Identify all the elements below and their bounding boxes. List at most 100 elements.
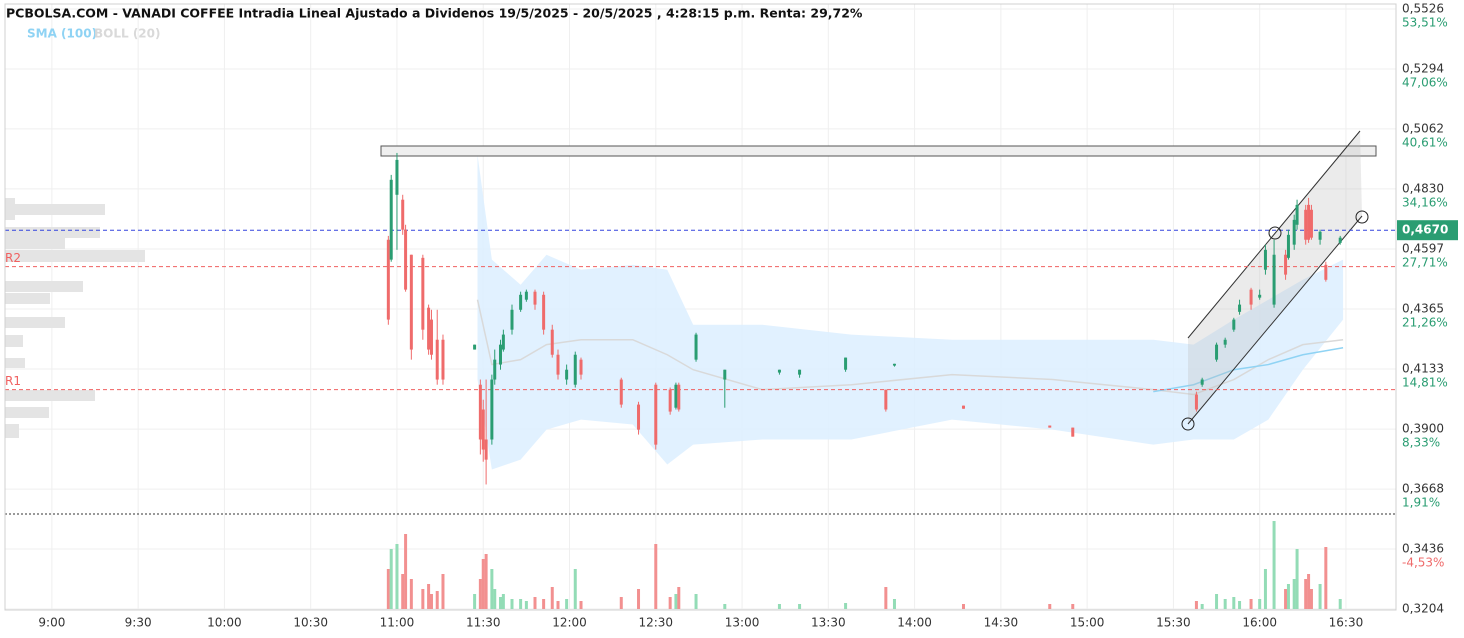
candle-body xyxy=(435,339,439,380)
volume-bar xyxy=(429,594,433,609)
y-tick-label: 0,5294 xyxy=(1402,61,1444,75)
volume-bar xyxy=(498,597,502,609)
volume-bar xyxy=(637,589,641,609)
level-label: R1 xyxy=(5,374,21,388)
x-tick-label: 9:00 xyxy=(38,616,65,630)
volume-bar xyxy=(1232,597,1236,609)
y-tick-label: 0,4597 xyxy=(1402,242,1444,256)
volume-bar xyxy=(533,597,537,609)
candle-body xyxy=(493,359,497,380)
y-tick-label: 0,5062 xyxy=(1402,121,1444,135)
y-tick-label: 0,4830 xyxy=(1402,181,1444,195)
x-tick-label: 13:30 xyxy=(811,616,846,630)
candle-body xyxy=(401,199,405,230)
volume-bar xyxy=(542,599,546,609)
bollinger xyxy=(476,154,1344,470)
volume-bar xyxy=(619,597,623,609)
volume-bar xyxy=(1307,574,1311,609)
x-tick-label: 10:30 xyxy=(293,616,328,630)
x-tick-label: 16:00 xyxy=(1242,616,1277,630)
volume-bar xyxy=(478,579,482,609)
profile-bar xyxy=(5,424,19,438)
candle-body xyxy=(1309,209,1313,238)
candle-body xyxy=(579,359,583,375)
volume-bar xyxy=(519,599,523,609)
candle-body xyxy=(409,254,413,350)
profile-bar xyxy=(5,250,145,262)
channel-handle xyxy=(1181,417,1195,431)
candle-body xyxy=(1071,427,1075,437)
x-tick-label: 11:30 xyxy=(466,616,501,630)
volume-bar xyxy=(579,601,583,609)
candle-body xyxy=(1292,219,1296,245)
volume-bar xyxy=(1263,569,1267,609)
candle-body xyxy=(1324,264,1328,280)
volume-bar xyxy=(1215,594,1219,609)
chart-title: PCBOLSA.COM - VANADI COFFEE Intradia Lin… xyxy=(6,6,863,21)
volume-profile xyxy=(5,198,145,438)
volume-bar xyxy=(1338,599,1342,609)
candle-body xyxy=(484,439,488,460)
candle-body xyxy=(395,159,399,195)
candle-body xyxy=(1249,289,1253,305)
volume-bar xyxy=(1292,579,1296,609)
x-tick-label: 12:30 xyxy=(638,616,673,630)
x-tick-label: 15:30 xyxy=(1156,616,1191,630)
candle-body xyxy=(1338,237,1342,243)
x-tick-label: 12:00 xyxy=(552,616,587,630)
volume-bar xyxy=(1194,601,1198,609)
y-tick-label: 0,4365 xyxy=(1402,302,1444,316)
volume-bar xyxy=(1238,601,1242,609)
candle-body xyxy=(542,294,546,330)
candle-body xyxy=(1318,231,1322,240)
volume-bar xyxy=(674,594,678,609)
volume-bar xyxy=(1309,589,1313,609)
volume xyxy=(386,521,1342,609)
volume-bar xyxy=(524,601,528,609)
candle-body xyxy=(1263,249,1267,270)
candle-body xyxy=(798,369,802,375)
candle-body xyxy=(884,389,888,410)
volume-bar xyxy=(1286,584,1290,609)
candle-body xyxy=(1215,344,1219,360)
y2-tick-label: 14,81% xyxy=(1402,375,1448,389)
profile-bar xyxy=(5,293,50,304)
volume-bar xyxy=(1295,549,1299,609)
candle-body xyxy=(427,307,431,350)
y2-tick-label: 34,16% xyxy=(1402,195,1448,209)
candle-body xyxy=(1200,379,1204,385)
candle-body xyxy=(519,294,523,310)
candle-body xyxy=(386,239,390,320)
volume-bar xyxy=(1071,604,1075,609)
volume-bar xyxy=(1324,547,1328,609)
profile-bar xyxy=(5,227,100,238)
candle-body xyxy=(550,329,554,355)
profile-bar xyxy=(5,204,105,215)
volume-bar xyxy=(481,559,485,609)
candle-body xyxy=(1272,254,1276,305)
candle-body xyxy=(501,334,505,350)
volume-bar xyxy=(723,604,727,609)
candle-body xyxy=(490,379,494,440)
sma-line xyxy=(1153,347,1344,393)
volume-bar xyxy=(573,569,577,609)
candle-body xyxy=(1232,319,1236,330)
volume-bar xyxy=(493,589,497,609)
volume-bar xyxy=(1200,604,1204,609)
volume-bar xyxy=(1223,599,1227,609)
candle-body xyxy=(1238,304,1242,312)
candle-body xyxy=(1284,254,1288,275)
channel-line xyxy=(1187,130,1361,339)
candle-body xyxy=(1295,204,1299,225)
candle-body xyxy=(961,405,965,409)
x-tick-label: 9:30 xyxy=(125,616,152,630)
x-tick-label: 11:00 xyxy=(380,616,415,630)
profile-bar xyxy=(5,390,95,401)
profile-bar xyxy=(5,335,23,347)
legend-entry: BOLL (20) xyxy=(94,27,161,41)
volume-bar xyxy=(844,603,848,609)
volume-bar xyxy=(694,594,698,609)
candle-body xyxy=(668,389,672,412)
candle-body xyxy=(429,319,433,355)
